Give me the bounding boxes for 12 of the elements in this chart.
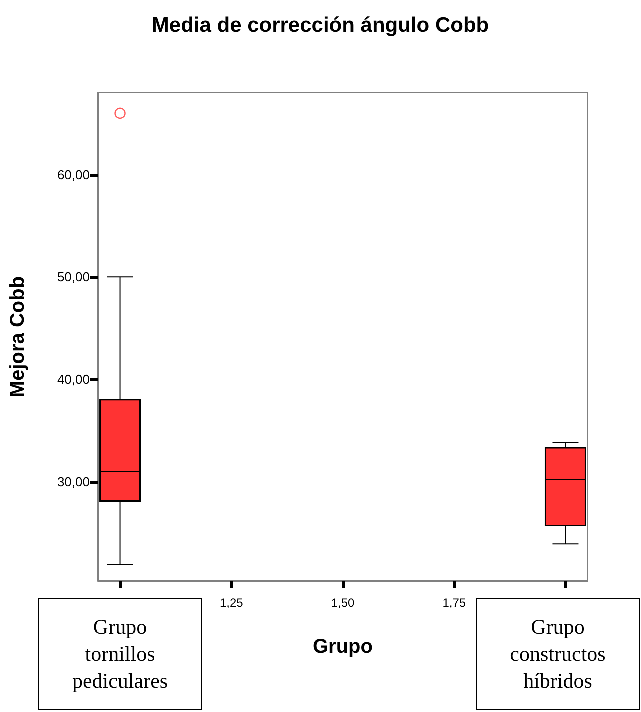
- x-axis-title: Grupo: [313, 636, 373, 658]
- x-tick-label: 1,25: [220, 596, 244, 610]
- text: Grupo constructos híbridos: [476, 598, 640, 710]
- y-tick-label: 60,00: [57, 167, 90, 182]
- y-tick-label: 40,00: [57, 372, 90, 387]
- y-tick-label: 30,00: [57, 474, 90, 490]
- x-tick-label: 1,50: [331, 596, 355, 610]
- x-tick-label: 1,75: [442, 596, 466, 610]
- text: Grupo tornillos pediculares: [38, 598, 202, 710]
- y-tick-label: 50,00: [57, 270, 90, 285]
- y-axis-title: Mejora Cobb: [7, 276, 29, 398]
- chart-title: Media de corrección ángulo Cobb: [152, 14, 490, 37]
